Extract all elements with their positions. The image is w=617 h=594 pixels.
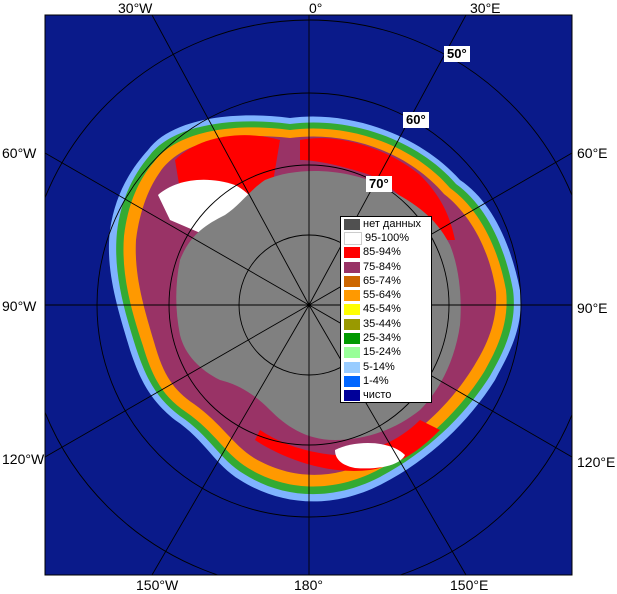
legend-item: 25-34%: [341, 331, 431, 345]
legend-item: чисто: [341, 389, 431, 403]
legend-swatch: [344, 304, 360, 316]
legend-label: чисто: [363, 389, 392, 402]
legend-label: 1-4%: [363, 374, 389, 387]
legend-label: 55-64%: [363, 289, 401, 302]
lon-label-60w: 60°W: [2, 145, 37, 161]
legend-label: 35-44%: [363, 317, 401, 330]
legend-label: 65-74%: [363, 274, 401, 287]
lat-label-70: 70°: [366, 176, 392, 192]
legend-swatch: [344, 218, 360, 230]
lon-label-150e: 150°E: [450, 577, 489, 593]
legend-item: нет данных: [341, 217, 431, 231]
legend-label: нет данных: [363, 217, 422, 230]
lon-label-150w: 150°W: [136, 577, 179, 593]
lon-label-180: 180°: [294, 577, 323, 593]
legend-swatch: [344, 318, 360, 330]
legend-item: 65-74%: [341, 274, 431, 288]
lon-label-90w: 90°W: [2, 298, 37, 314]
ice-white-ross: [335, 443, 405, 469]
legend-label: 95-100%: [365, 231, 410, 244]
legend-item: 35-44%: [341, 317, 431, 331]
legend-label: 45-54%: [363, 303, 401, 316]
legend-swatch: [344, 231, 362, 245]
lon-label-30w: 30°W: [118, 0, 153, 16]
lat-label-50: 50°: [444, 46, 470, 62]
concentration-legend: нет данных 95-100% 85-94% 75-84% 65-74% 55-64…: [340, 216, 432, 403]
legend-swatch: [344, 375, 360, 387]
legend-label: 85-94%: [363, 246, 401, 259]
legend-label: 5-14%: [363, 360, 395, 373]
legend-swatch: [344, 261, 360, 273]
legend-item: 1-4%: [341, 374, 431, 388]
legend-item: 15-24%: [341, 346, 431, 360]
lon-label-120w: 120°W: [2, 451, 45, 467]
legend-swatch: [344, 275, 360, 287]
lon-label-120e: 120°E: [577, 454, 616, 470]
legend-item: 85-94%: [341, 246, 431, 260]
legend-item: 45-54%: [341, 303, 431, 317]
legend-swatch: [344, 247, 360, 259]
legend-swatch: [344, 290, 360, 302]
legend-label: 25-34%: [363, 332, 401, 345]
lon-label-30e: 30°E: [470, 0, 501, 16]
legend-label: 15-24%: [363, 346, 401, 359]
legend-swatch: [344, 333, 360, 345]
legend-swatch: [344, 361, 360, 373]
lon-label-0: 0°: [309, 0, 323, 16]
legend-item: 55-64%: [341, 288, 431, 302]
legend-swatch: [344, 347, 360, 359]
legend-item: 75-84%: [341, 260, 431, 274]
lon-label-60e: 60°E: [577, 145, 608, 161]
lat-label-60: 60°: [403, 112, 429, 128]
legend-item: 95-100%: [341, 231, 431, 245]
legend-swatch: [344, 390, 360, 402]
legend-label: 75-84%: [363, 260, 401, 273]
lon-label-90e: 90°E: [577, 300, 608, 316]
legend-item: 5-14%: [341, 360, 431, 374]
